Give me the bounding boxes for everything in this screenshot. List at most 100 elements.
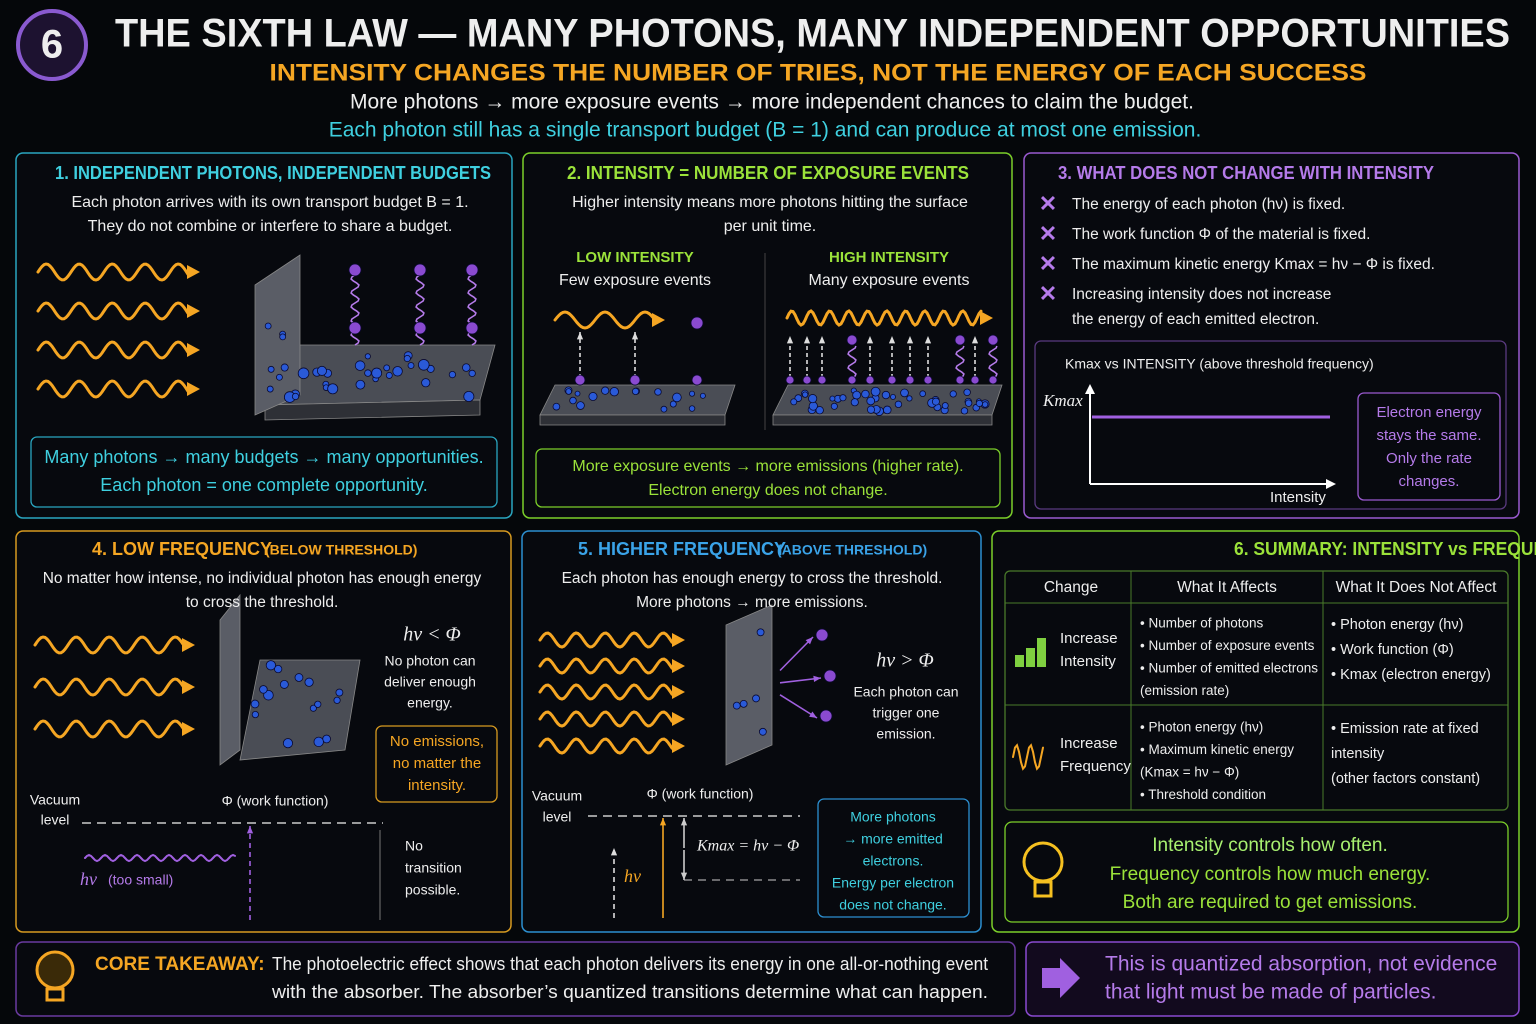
electron <box>552 402 561 411</box>
note-text: Only the rate <box>1386 450 1472 467</box>
electron <box>866 405 876 414</box>
electron <box>465 321 479 335</box>
panel-text: Each photon arrives with its own transpo… <box>71 194 468 211</box>
arrowhead <box>182 722 195 736</box>
panel-2 <box>522 152 1013 519</box>
electron <box>949 390 957 398</box>
electron <box>660 405 668 413</box>
graph-title: Kmax vs INTENSITY (above threshold frequ… <box>1065 356 1374 372</box>
bulb-icon <box>35 950 75 990</box>
callout-box <box>1025 941 1520 1017</box>
arrowhead <box>187 343 200 357</box>
level-label: Vacuum <box>532 788 582 804</box>
electron <box>462 363 471 372</box>
note-text: Electron energy <box>1376 404 1482 421</box>
electron <box>250 699 260 709</box>
electron <box>327 383 339 395</box>
summary-text: Frequency controls how much energy. <box>1110 864 1431 885</box>
summary-text: Both are required to get emissions. <box>1123 892 1418 913</box>
electron <box>355 379 366 390</box>
relation: hν < Φ <box>403 624 461 646</box>
electron <box>954 334 966 346</box>
note-text: Each photon = one complete opportunity. <box>100 475 427 495</box>
axis-label: Intensity <box>1270 489 1326 506</box>
note-text: More exposure events → more emissions (h… <box>572 458 963 475</box>
panel-qualifier: (ABOVE THRESHOLD) <box>777 542 927 558</box>
sub-label: HIGH INTENSITY <box>829 249 949 266</box>
sub-text: Few exposure events <box>559 272 711 289</box>
photon-wave <box>33 635 185 655</box>
intensity-icon <box>1037 638 1046 667</box>
note-box <box>30 436 498 508</box>
electron <box>756 628 765 637</box>
panel-qualifier: (BELOW THRESHOLD) <box>265 542 417 558</box>
table-header: Change <box>1044 579 1098 596</box>
electron <box>919 390 927 398</box>
electron <box>823 669 837 683</box>
table-cell: • Emission rate at fixed <box>1331 721 1479 737</box>
relation-text: Each photon can <box>853 684 958 700</box>
table-cell: intensity <box>1331 746 1385 762</box>
panel-6 <box>991 530 1520 933</box>
level-label: Φ (work function) <box>647 786 754 802</box>
surface <box>219 593 241 766</box>
electron <box>987 334 999 346</box>
panel-text: No matter how intense, no individual pho… <box>43 570 482 587</box>
footer-box <box>15 941 1016 1017</box>
electron <box>975 399 983 407</box>
surface <box>264 399 481 421</box>
relation-text: emission. <box>876 726 935 742</box>
arrowhead <box>971 336 979 344</box>
electron <box>407 362 415 369</box>
note-text: Many photons → many budgets → many oppor… <box>44 447 483 467</box>
photon-wave <box>538 710 674 728</box>
photon-wave <box>553 310 655 330</box>
electron <box>819 709 833 723</box>
title: THE SIXTH LAW — MANY PHOTONS, MANY INDEP… <box>115 12 1510 56</box>
table-cell: • Number of exposure events <box>1140 638 1315 653</box>
list-item: The maximum kinetic energy Kmax = hν − Φ… <box>1072 256 1435 273</box>
arrowhead <box>576 332 584 340</box>
formula: Kmax = hν − Φ <box>696 838 799 855</box>
photon-wave <box>36 379 190 399</box>
electron <box>988 375 998 385</box>
electron <box>371 367 383 379</box>
electron <box>865 375 875 385</box>
electron <box>413 263 427 277</box>
photon-wave <box>36 262 190 282</box>
arrowhead <box>803 336 811 344</box>
table-header: What It Affects <box>1177 579 1277 596</box>
sub-label: LOW INTENSITY <box>576 249 694 266</box>
relation-text: No photon can <box>384 653 475 669</box>
electron <box>890 393 896 400</box>
electron <box>297 367 310 380</box>
arrowhead <box>866 336 874 344</box>
arrowhead <box>786 336 794 344</box>
table-cell: Frequency <box>1060 758 1131 775</box>
summary-text: Intensity controls how often. <box>1152 835 1388 856</box>
table-cell: Increase <box>1060 630 1118 647</box>
arrowhead <box>813 675 821 682</box>
arrowhead <box>805 637 813 645</box>
arrowhead <box>809 711 817 718</box>
intensity-icon <box>1015 655 1024 667</box>
electron <box>629 374 641 386</box>
panel-text: per unit time. <box>724 218 816 235</box>
electron <box>631 387 640 396</box>
arrowhead <box>672 659 685 673</box>
electron <box>758 727 767 736</box>
electron <box>576 401 585 410</box>
arrowhead <box>672 712 685 726</box>
electron <box>279 333 287 341</box>
table-cell: (emission rate) <box>1140 683 1229 698</box>
note-box <box>535 448 1001 508</box>
photon-wave <box>33 677 185 697</box>
electron <box>688 405 696 412</box>
electron <box>672 392 682 403</box>
table-cell: • Kmax (electron energy) <box>1331 667 1491 683</box>
electron <box>739 699 748 708</box>
subtitle: INTENSITY CHANGES THE NUMBER OF TRIES, N… <box>270 59 1367 86</box>
note-text: More photons <box>850 809 936 825</box>
electron <box>267 365 275 373</box>
table-cell: (other factors constant) <box>1331 771 1480 787</box>
